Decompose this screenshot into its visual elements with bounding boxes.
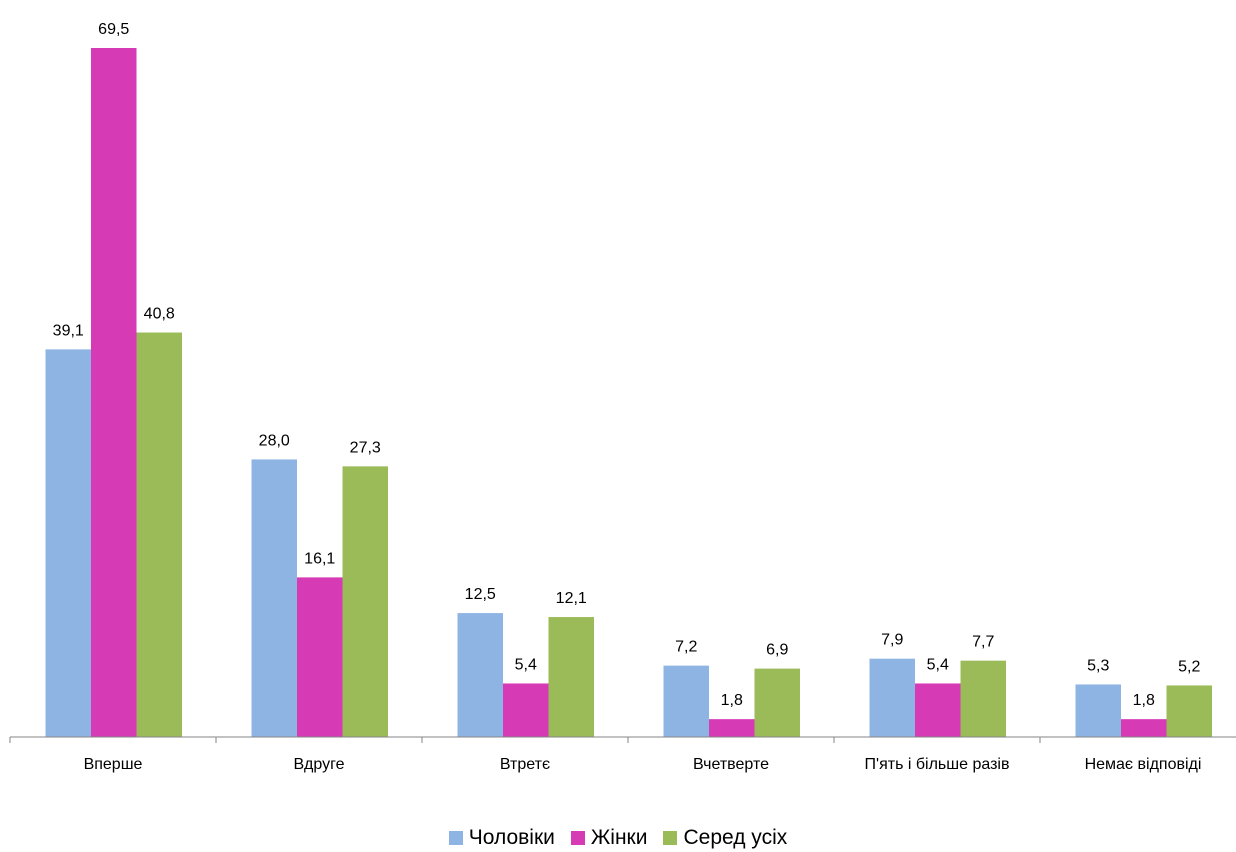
category-label: Немає відповіді — [1085, 756, 1202, 773]
bar-1-6 — [1075, 684, 1121, 737]
legend-swatch — [448, 831, 463, 845]
data-label: 7,7 — [972, 634, 994, 651]
data-label: 5,4 — [927, 656, 949, 673]
data-label: 7,2 — [675, 639, 697, 656]
data-label: 12,5 — [465, 586, 496, 603]
bar-1-4 — [663, 665, 709, 737]
bar-1-1 — [45, 349, 91, 737]
bar-2-3 — [503, 683, 549, 737]
bar-2-5 — [915, 683, 961, 737]
data-label: 6,9 — [766, 642, 788, 659]
data-label: 1,8 — [721, 692, 743, 709]
category-label: Втретє — [500, 756, 550, 773]
legend-swatch — [663, 831, 678, 845]
bar-3-6 — [1166, 685, 1212, 737]
data-label: 5,3 — [1087, 657, 1109, 674]
bar-2-2 — [297, 577, 343, 737]
legend-label: Серед усіх — [683, 826, 788, 849]
category-label: Вчетверте — [693, 756, 769, 773]
category-label: П'ять і більше разів — [865, 756, 1010, 773]
data-label: 40,8 — [144, 306, 175, 323]
data-label: 16,1 — [304, 550, 335, 567]
legend: Чоловіки Жінки Серед усіх — [0, 826, 1236, 850]
data-label: 5,4 — [515, 656, 537, 673]
bar-1-3 — [457, 613, 503, 737]
category-label: Вперше — [84, 756, 143, 773]
bar-3-4 — [754, 668, 800, 737]
bar-chart: 39,1 69,5 40,8 28,0 16,1 27,3 12,5 5,4 12,1 7,2 1,… — [9, 21, 1236, 773]
bar-2-1 — [91, 48, 137, 737]
data-label: 27,3 — [350, 439, 381, 456]
bar-3-5 — [960, 660, 1006, 737]
legend-item: Жінки — [570, 826, 648, 850]
category-label: Вдруге — [294, 756, 345, 773]
data-label: 69,5 — [98, 21, 129, 38]
data-label: 1,8 — [1133, 692, 1155, 709]
data-label: 7,9 — [881, 632, 903, 649]
legend-label: Чоловіки — [468, 826, 555, 849]
bar-1-2 — [251, 459, 297, 737]
bars-group: 39,1 69,5 40,8 28,0 16,1 27,3 12,5 5,4 12,1 7,2 1,… — [45, 21, 1212, 737]
legend-item: Чоловіки — [448, 826, 555, 850]
legend-item: Серед усіх — [663, 826, 787, 850]
bar-1-5 — [869, 658, 915, 737]
x-axis: Вперше Вдруге Втретє Вчетверте П'ять і більш… — [9, 736, 1236, 773]
bar-3-3 — [548, 617, 594, 737]
bar-3-2 — [342, 466, 388, 737]
data-label: 28,0 — [259, 432, 290, 449]
legend-swatch — [570, 831, 585, 845]
data-label: 5,2 — [1178, 658, 1200, 675]
legend-label: Жінки — [590, 826, 648, 849]
data-label: 12,1 — [556, 590, 587, 607]
data-label: 39,1 — [53, 322, 84, 339]
bar-2-4 — [709, 719, 755, 737]
bar-3-1 — [136, 332, 182, 737]
bar-2-6 — [1121, 719, 1167, 737]
